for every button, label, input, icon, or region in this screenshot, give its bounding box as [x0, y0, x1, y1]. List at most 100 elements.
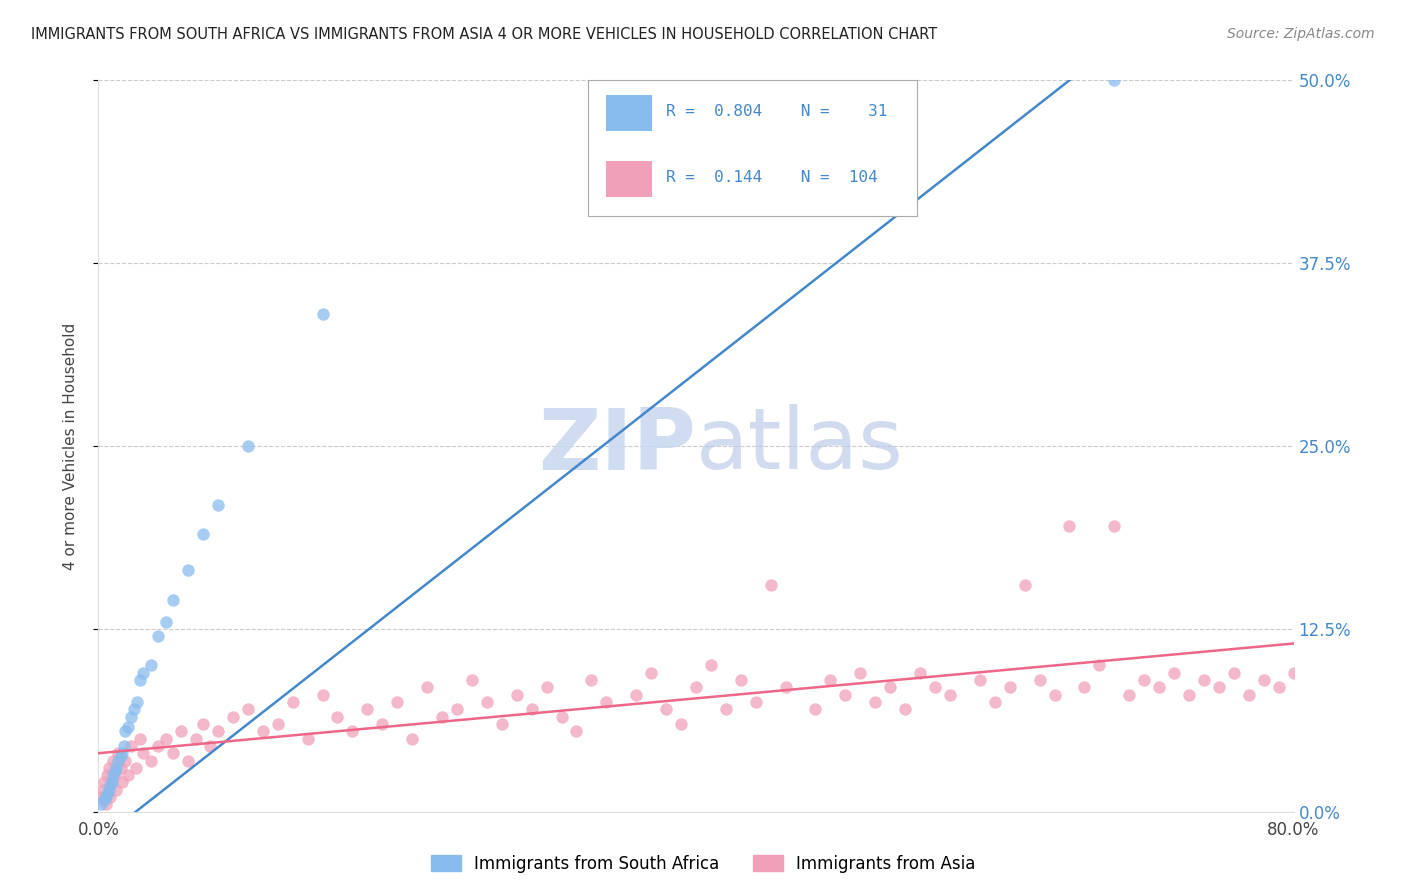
Point [191, 526, 214, 541]
Point [129, 673, 152, 687]
Point [879, 681, 901, 695]
Point [184, 731, 207, 746]
Point [356, 702, 378, 716]
Point [1178, 688, 1201, 702]
Point [520, 702, 543, 716]
Point [669, 717, 692, 731]
Point [90, 797, 112, 812]
Point [91, 782, 114, 797]
Point [730, 673, 752, 687]
Point [416, 681, 439, 695]
Point [894, 702, 917, 716]
Y-axis label: 4 or more Vehicles in Household: 4 or more Vehicles in Household [63, 322, 77, 570]
Point [169, 724, 191, 739]
Point [107, 754, 129, 768]
Point [236, 702, 259, 716]
FancyBboxPatch shape [606, 161, 652, 197]
Point [834, 688, 856, 702]
Point [865, 695, 887, 709]
Point [626, 688, 648, 702]
Point [267, 717, 290, 731]
Point [139, 658, 162, 673]
Point [775, 681, 797, 695]
Point [120, 709, 142, 723]
Point [1298, 695, 1320, 709]
Point [326, 709, 349, 723]
Point [177, 563, 200, 577]
Point [1028, 673, 1050, 687]
Legend: Immigrants from South Africa, Immigrants from Asia: Immigrants from South Africa, Immigrants… [425, 848, 981, 880]
Point [506, 688, 529, 702]
Point [908, 665, 931, 680]
Point [1043, 688, 1066, 702]
Point [1133, 673, 1156, 687]
Point [94, 797, 117, 812]
Point [98, 778, 122, 792]
Point [162, 746, 184, 760]
Point [105, 761, 128, 775]
Text: ZIP: ZIP [538, 404, 696, 488]
Point [1104, 73, 1126, 87]
Point [714, 702, 737, 716]
Point [1237, 688, 1260, 702]
Point [111, 775, 134, 789]
Point [96, 768, 118, 782]
Point [207, 498, 229, 512]
FancyBboxPatch shape [606, 95, 652, 131]
Point [104, 768, 127, 782]
Point [804, 702, 827, 716]
Point [103, 768, 125, 782]
Text: IMMIGRANTS FROM SOUTH AFRICA VS IMMIGRANTS FROM ASIA 4 OR MORE VEHICLES IN HOUSE: IMMIGRANTS FROM SOUTH AFRICA VS IMMIGRAN… [31, 27, 938, 42]
Point [849, 665, 872, 680]
Point [536, 681, 558, 695]
Point [111, 746, 134, 760]
Point [311, 307, 333, 321]
Point [1088, 658, 1111, 673]
Point [97, 761, 120, 775]
Point [385, 695, 409, 709]
Point [125, 761, 148, 775]
Point [236, 439, 259, 453]
Point [1312, 673, 1334, 687]
Point [745, 695, 768, 709]
Point [281, 695, 304, 709]
Point [177, 754, 200, 768]
Point [595, 695, 617, 709]
Point [107, 746, 129, 760]
Point [1343, 688, 1365, 702]
Text: Source: ZipAtlas.com: Source: ZipAtlas.com [1227, 27, 1375, 41]
Point [94, 790, 117, 805]
Point [759, 578, 782, 592]
Point [103, 754, 125, 768]
Point [430, 709, 453, 723]
Point [93, 775, 115, 789]
Point [685, 681, 707, 695]
Point [401, 731, 423, 746]
Point [207, 724, 229, 739]
Point [105, 782, 128, 797]
Text: atlas: atlas [696, 404, 904, 488]
Point [191, 717, 214, 731]
Point [97, 782, 120, 797]
Point [1118, 688, 1140, 702]
Point [924, 681, 946, 695]
Point [127, 695, 149, 709]
Point [581, 673, 603, 687]
Point [565, 724, 588, 739]
Point [200, 739, 222, 753]
Point [101, 775, 124, 789]
Point [120, 739, 142, 753]
Point [1327, 681, 1350, 695]
Point [110, 749, 132, 764]
Point [475, 695, 498, 709]
Point [1014, 578, 1036, 592]
Point [1192, 673, 1215, 687]
Point [1267, 681, 1289, 695]
Text: R =  0.804    N =    31: R = 0.804 N = 31 [666, 104, 887, 120]
Point [104, 764, 127, 778]
Point [162, 592, 184, 607]
Point [1282, 665, 1305, 680]
Point [1357, 673, 1379, 687]
Point [129, 731, 152, 746]
Point [110, 761, 132, 775]
